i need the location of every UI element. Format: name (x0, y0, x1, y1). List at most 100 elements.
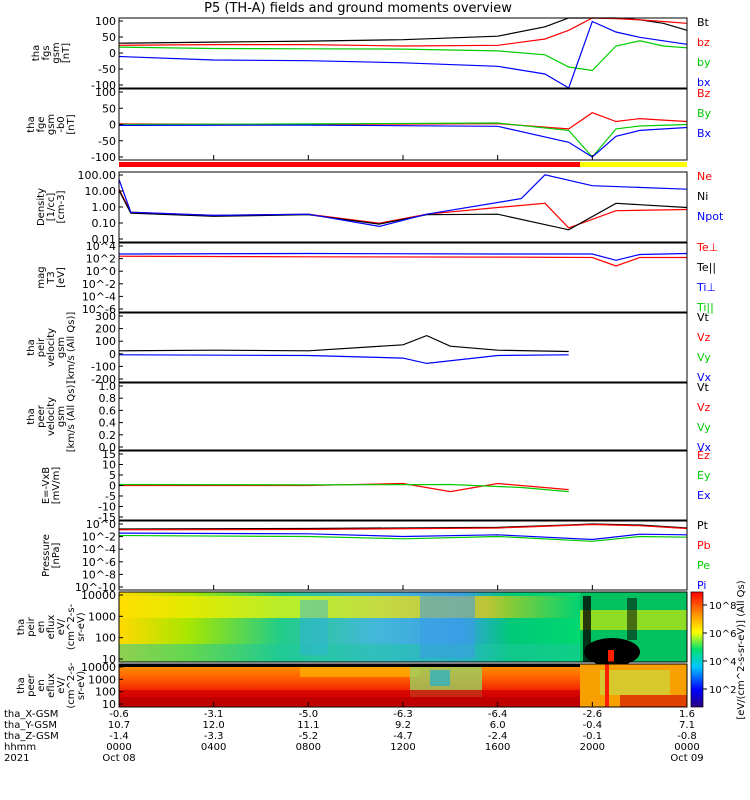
colorbar-tick-label: 10^8 (709, 601, 736, 612)
ytick-label: 100 (95, 686, 116, 699)
ytick-label: 0 (109, 348, 116, 361)
ytick-label: 10^-10 (75, 581, 116, 594)
frame-pressure: 10^010^-210^-410^-610^-810^-10 Pressure [n… (41, 518, 711, 594)
xtick-y-label: 12.0 (202, 720, 225, 731)
ytick-label: 10^0 (86, 518, 116, 531)
ytick-label: 10 (102, 698, 116, 711)
xtick-y-label: 11.1 (297, 720, 320, 731)
frame-fgs: 100 50 0 -50 -100 tha fgs gsm [nT] Bt bz by bx (31, 15, 711, 92)
series-fgs-by (118, 40, 688, 72)
xtick-hhmm-label: 0000 (674, 742, 700, 753)
colorbar-tick-label: 10^2 (709, 685, 736, 696)
series-velocity-peir-Vx (118, 354, 569, 365)
legend-entry: Vx (697, 441, 712, 454)
peer-spectrogram (119, 664, 687, 707)
legend-entry: Ti|| (696, 301, 714, 314)
ytick-label: 10^-4 (82, 543, 116, 556)
ytick-label: 10^-4 (82, 290, 116, 303)
ytick-label: -100 (91, 151, 116, 164)
panel-efield (118, 482, 569, 493)
series-temperature-Te (118, 255, 687, 267)
ylabel-line: tha (26, 408, 37, 424)
xtick-date-label (562, 753, 622, 764)
ytick-label: 10^0 (86, 265, 116, 278)
ylabel-line: Pressure (41, 534, 52, 577)
xtick-x-label: -6.3 (393, 709, 413, 720)
ytick-label: 10 (102, 653, 116, 666)
series-fge-Bx (118, 124, 688, 158)
xtick-x-label: -5.0 (298, 709, 319, 720)
ytick-label: 0.01 (92, 233, 117, 246)
panel-pressure (118, 523, 688, 542)
ytick-label: 10^4 (86, 240, 116, 253)
ylabel-line: sr-eV) (76, 671, 87, 700)
ytick-label: -15 (98, 511, 116, 524)
frame-temperature: 10^410^210^010^-210^-410^-6 mag T3 [eV] Te⊥ T… (36, 240, 718, 316)
ylabel-line: velocity (46, 328, 57, 367)
series-fge-By (118, 122, 688, 158)
series-velocity-peir-Vt (118, 334, 569, 353)
colorbar-tick-label: 10^4 (709, 657, 736, 668)
ytick-label: -200 (91, 373, 116, 386)
ylabel-line: -b0 (56, 116, 67, 132)
ylabel-line: en (36, 679, 47, 692)
legend-entry: Vz (697, 401, 711, 414)
xtick-z-label: -3.3 (203, 731, 224, 742)
ytick-label: 10000 (81, 661, 116, 674)
xtick-date-label (184, 753, 244, 764)
ytick-label: 10000 (81, 589, 116, 602)
ytick-label: 1.00 (92, 201, 117, 214)
ytick-label: 15 (102, 448, 116, 461)
ytick-label: 10.00 (85, 185, 117, 198)
ylabel-line: velocity (46, 397, 57, 436)
ytick-label: 10^2 (86, 253, 116, 266)
colorbar-tick-label: 10^6 (709, 629, 736, 640)
ytick-label: 50 (102, 102, 116, 115)
legend-entry: Ni (697, 190, 708, 203)
xtick-hhmm-label: 0000 (106, 742, 132, 753)
ylabel-line: Density (36, 188, 47, 226)
xtick-x-label: -0.6 (109, 709, 129, 720)
legend-entry: bz (697, 36, 710, 49)
ytick-label: 0 (109, 119, 116, 132)
ylabel-line: [nPa] (51, 542, 62, 568)
ylabel-line: tha (16, 677, 27, 693)
peir-spectrogram (119, 592, 687, 666)
series-temperature-Ti (118, 252, 688, 261)
ylabel-line: mag (36, 266, 47, 288)
ylabel-line: [nT] (66, 114, 77, 134)
xtick-date-label (373, 753, 433, 764)
ytick-label: 1.0 (99, 380, 117, 393)
legend-entry: Te⊥ (696, 241, 718, 254)
legend-entry: Pt (697, 519, 709, 532)
xtick-z-label: -0.8 (677, 731, 697, 742)
frame-fge: 100 50 0 -50 -100 tha fge gsm -b0 [nT] Bz By Bx (26, 86, 712, 164)
ylabel-line: tha (31, 45, 42, 61)
xtick-z-label: -2.4 (487, 731, 508, 742)
xtick-y-label: 7.1 (679, 720, 695, 731)
legend-entry: Ex (697, 489, 711, 502)
frame-peir-spectrogram: 10000 1000 100 10 tha peir en eflux eV/(cm^2-s-s… (16, 589, 688, 666)
series-pressure-Pb (118, 523, 688, 531)
ytick-label: -10 (98, 501, 116, 514)
ytick-label: 200 (95, 323, 116, 336)
ylabel-line: tha (16, 619, 27, 635)
mode-bar (119, 162, 687, 167)
ytick-label: 0 (109, 47, 116, 60)
series-fgs-bz (118, 17, 688, 47)
row-label-hhmm: hhmm (4, 742, 37, 753)
ytick-label: -50 (98, 63, 116, 76)
x-axis-footer: tha_X-GSM tha_Y-GSM tha_Z-GSM hhmm 2021 … (0, 709, 750, 800)
panel-temperature (118, 252, 688, 267)
panel-density (118, 174, 688, 231)
ylabel-line: E=-VxB (41, 467, 52, 504)
ylabel-line: fge (36, 116, 47, 132)
xtick-z-label: -0.1 (582, 731, 603, 742)
xtick-hhmm-label: 1200 (390, 742, 416, 753)
ylabel-line: T3 (46, 271, 57, 284)
legend-entry: Bt (697, 16, 710, 29)
xtick-x-label: -6.4 (487, 709, 508, 720)
row-label-year: 2021 (4, 753, 30, 764)
xtick-y-label: 10.7 (107, 720, 131, 731)
